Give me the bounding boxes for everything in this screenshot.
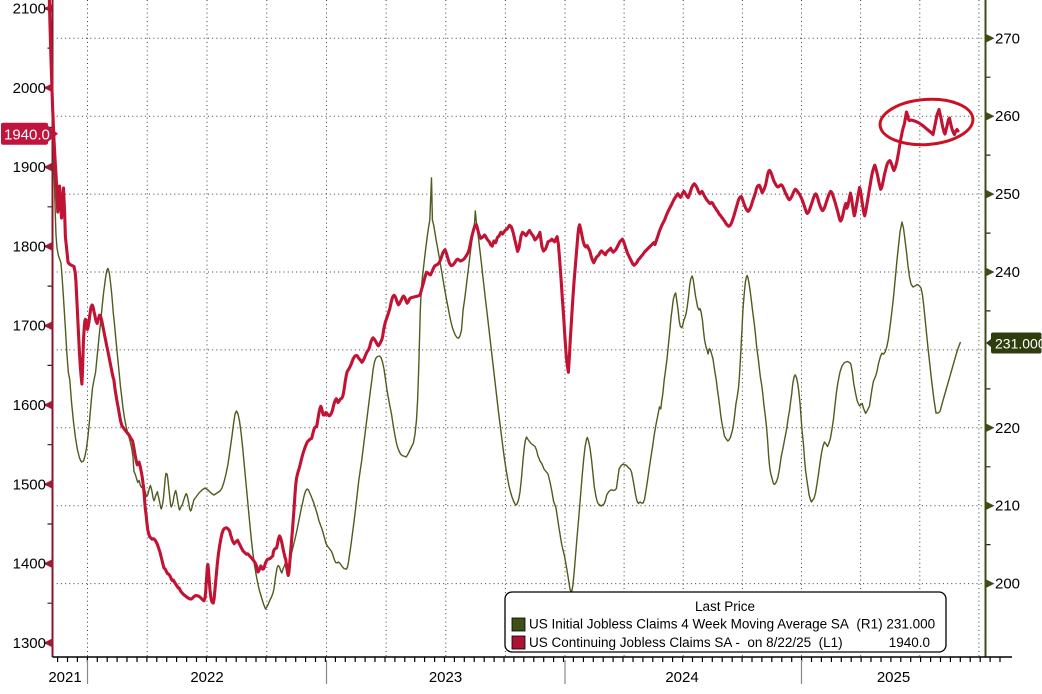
svg-text:1500: 1500	[13, 476, 46, 493]
svg-text:250: 250	[995, 186, 1020, 203]
svg-text:260: 260	[995, 108, 1020, 125]
svg-text:1940.0: 1940.0	[889, 635, 930, 650]
svg-text:2024: 2024	[665, 669, 698, 686]
svg-text:2021: 2021	[48, 669, 81, 686]
svg-text:1940.0: 1940.0	[4, 126, 50, 143]
svg-text:1900: 1900	[13, 159, 46, 176]
svg-text:240: 240	[995, 264, 1020, 281]
svg-text:1800: 1800	[13, 238, 46, 255]
svg-text:210: 210	[995, 498, 1020, 515]
svg-text:2022: 2022	[190, 669, 223, 686]
svg-text:Last Price: Last Price	[695, 599, 755, 614]
svg-text:1400: 1400	[13, 556, 46, 573]
svg-text:1300: 1300	[13, 635, 46, 652]
svg-text:2023: 2023	[429, 669, 462, 686]
svg-text:231.000: 231.000	[995, 335, 1042, 351]
svg-text:US Continuing Jobless Claims S: US Continuing Jobless Claims SA - on 8/2…	[529, 635, 843, 650]
svg-text:1600: 1600	[13, 397, 46, 414]
svg-text:2100: 2100	[13, 1, 46, 18]
svg-text:2025: 2025	[877, 669, 910, 686]
svg-text:2000: 2000	[13, 80, 46, 97]
svg-text:270: 270	[995, 30, 1020, 47]
svg-text:1700: 1700	[13, 318, 46, 335]
svg-text:US Initial Jobless Claims 4 We: US Initial Jobless Claims 4 Week Moving …	[529, 617, 935, 632]
svg-text:220: 220	[995, 420, 1020, 437]
svg-text:200: 200	[995, 576, 1020, 593]
